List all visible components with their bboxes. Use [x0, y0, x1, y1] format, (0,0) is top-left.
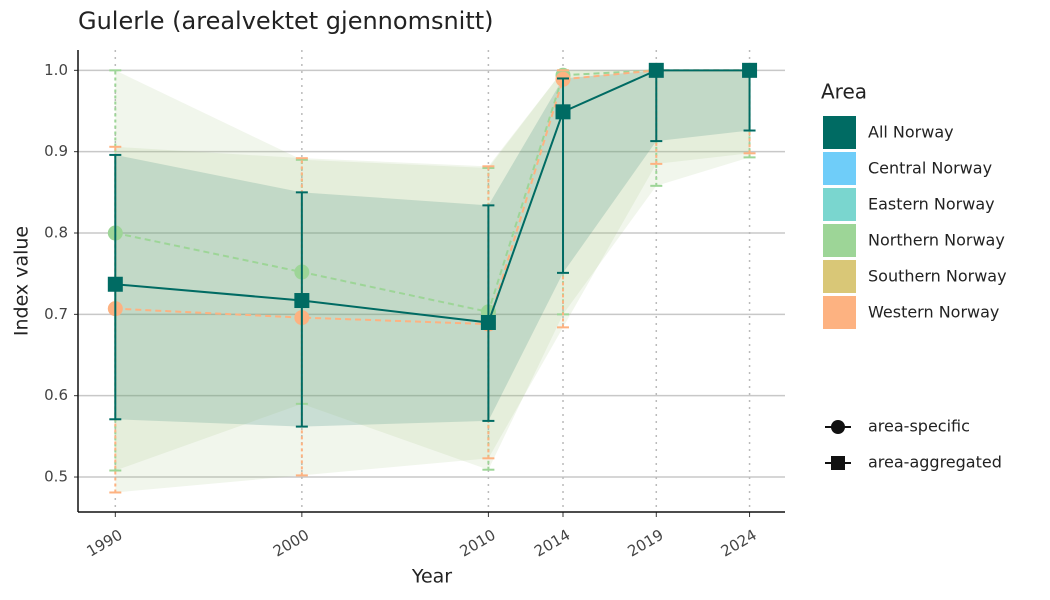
legend-label: Western Norway: [868, 303, 999, 322]
point: [742, 62, 758, 78]
x-tick-label: 2014: [531, 526, 573, 561]
legend-title: Area: [821, 80, 867, 104]
point: [480, 314, 496, 330]
legend-swatch: [823, 296, 856, 329]
ribbon: [115, 70, 302, 471]
series-line: [115, 69, 750, 324]
ribbon: [488, 70, 564, 470]
y-tick-label: 0.8: [44, 224, 68, 242]
y-tick-label: 1.0: [44, 61, 68, 79]
legend-label: Central Norway: [868, 159, 992, 178]
x-tick-label: 2024: [718, 526, 760, 561]
ribbon: [115, 154, 302, 427]
point: [555, 104, 571, 120]
legend-swatch: [823, 260, 856, 293]
ribbon: [563, 70, 657, 328]
series-line: [115, 69, 750, 314]
legend-label: Southern Norway: [868, 267, 1007, 286]
ribbon: [488, 70, 564, 459]
point: [107, 276, 123, 292]
ribbon: [301, 159, 489, 470]
x-axis-label: Year: [411, 566, 452, 588]
ribbon: [563, 70, 657, 315]
x-tick-label: 2019: [624, 526, 666, 561]
point: [648, 62, 664, 78]
ribbon: [301, 192, 489, 427]
legend-swatch: [823, 116, 856, 149]
ribbon: [656, 70, 750, 142]
y-tick-label: 0.5: [44, 468, 68, 486]
ribbon: [656, 70, 750, 164]
legend-label: Northern Norway: [868, 231, 1005, 250]
point: [294, 293, 310, 309]
y-tick-label: 0.6: [44, 386, 68, 404]
y-tick-label: 0.7: [44, 305, 68, 323]
legend-key-shape: [831, 420, 845, 434]
ribbon: [656, 70, 750, 186]
legend-label: area-specific: [868, 417, 970, 436]
y-tick-label: 0.9: [44, 142, 68, 160]
legend-label: area-aggregated: [868, 453, 1002, 472]
legend-swatch: [823, 152, 856, 185]
ribbon: [563, 70, 657, 273]
ribbon: [115, 146, 302, 493]
ribbon: [301, 158, 489, 476]
legend-swatch: [823, 224, 856, 257]
x-tick-label: 2000: [270, 526, 312, 561]
legend-label: Eastern Norway: [868, 195, 995, 214]
legend-label: All Norway: [868, 123, 954, 142]
series-line: [115, 69, 750, 326]
legend-key-shape: [831, 456, 845, 470]
x-tick-label: 1990: [83, 526, 125, 561]
legend-swatch: [823, 188, 856, 221]
chart-title: Gulerle (arealvektet gjennomsnitt): [78, 7, 494, 35]
y-axis-label: Index value: [11, 226, 33, 336]
x-tick-label: 2010: [457, 526, 499, 561]
